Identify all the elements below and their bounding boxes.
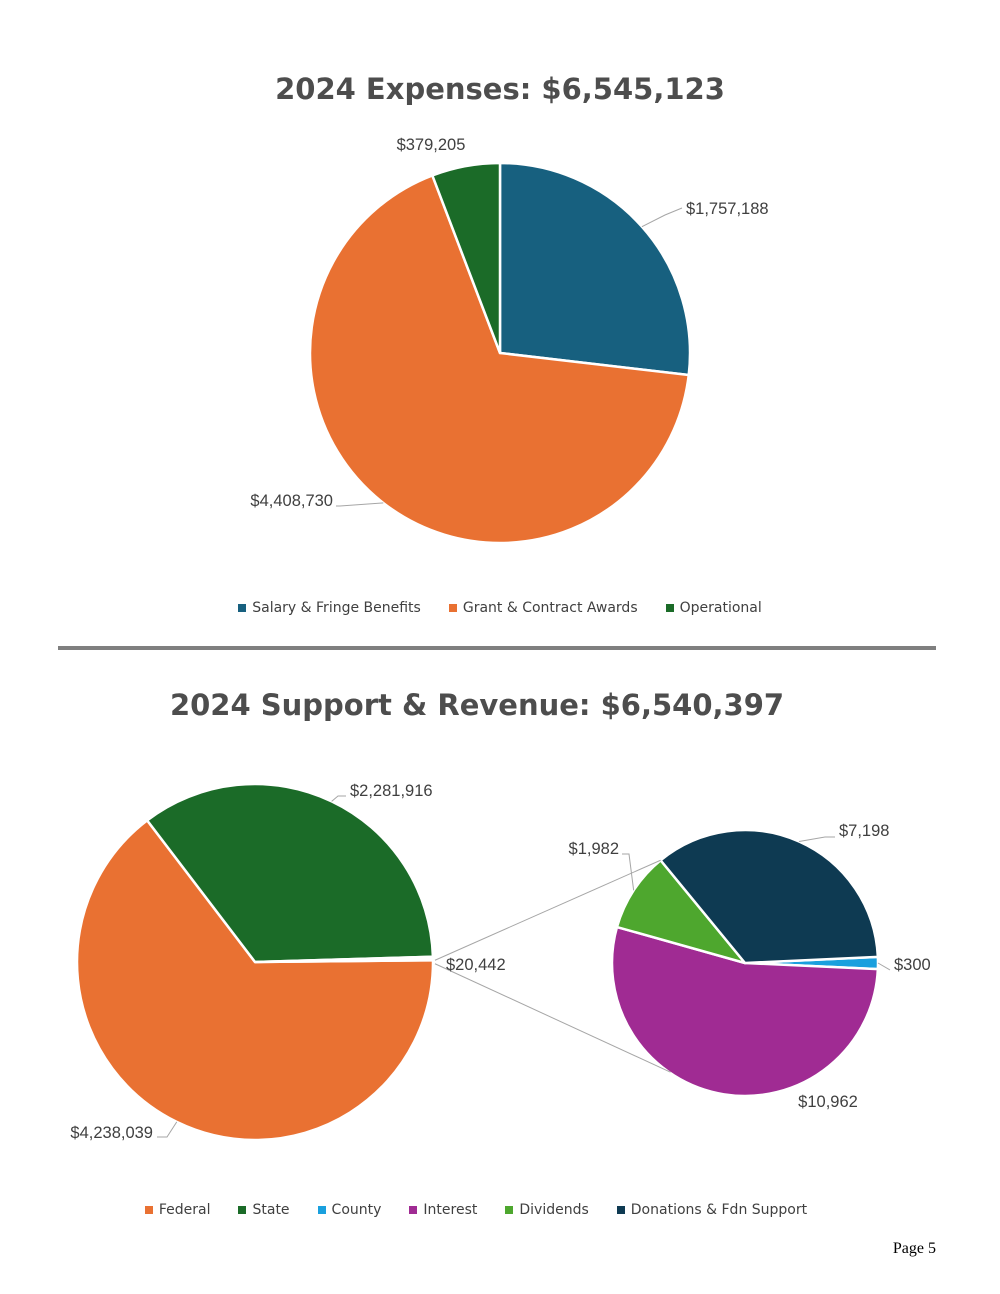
revenue-chart-title: 2024 Support & Revenue: $6,540,397 bbox=[169, 688, 785, 722]
legend-label: Federal bbox=[158, 1202, 211, 1218]
leader-line bbox=[157, 1121, 178, 1138]
legend-swatch bbox=[409, 1206, 418, 1214]
legend-swatch bbox=[665, 604, 674, 612]
leader-line bbox=[798, 836, 835, 842]
data-label: $20,442 bbox=[446, 956, 506, 974]
legend-swatch bbox=[317, 1206, 326, 1214]
leader-line bbox=[622, 853, 635, 891]
data-label: $1,982 bbox=[569, 840, 619, 858]
slice-salary-fringe-benefits bbox=[498, 161, 692, 377]
legend-swatch bbox=[616, 1206, 625, 1214]
leader-line bbox=[331, 795, 346, 802]
data-label: $2,281,916 bbox=[350, 782, 433, 800]
legend-label: Grant & Contract Awards bbox=[462, 600, 638, 616]
legend-item-interest: Interest bbox=[409, 1202, 477, 1218]
data-label: $7,198 bbox=[839, 822, 889, 840]
legend-item-dividends: Dividends bbox=[505, 1202, 589, 1218]
slice-interest bbox=[610, 925, 880, 1098]
data-label: $300 bbox=[894, 956, 931, 974]
legend-swatch bbox=[505, 1206, 514, 1214]
data-label: $1,757,188 bbox=[686, 200, 769, 218]
slice-donations-fdn-support bbox=[659, 828, 880, 965]
legend-item-grant-contract-awards: Grant & Contract Awards bbox=[448, 600, 638, 616]
legend-item-salary-fringe-benefits: Salary & Fringe Benefits bbox=[238, 600, 421, 616]
legend-label: Salary & Fringe Benefits bbox=[252, 600, 421, 616]
revenue-legend: Federal State County Interest Dividends Donat… bbox=[0, 1202, 976, 1218]
legend-label: Interest bbox=[423, 1202, 478, 1218]
data-label: $10,962 bbox=[798, 1093, 858, 1111]
legend-swatch bbox=[144, 1206, 153, 1214]
legend-label: County bbox=[331, 1202, 382, 1218]
legend-label: Dividends bbox=[519, 1202, 589, 1218]
connector-line bbox=[434, 963, 671, 1073]
expenses-chart-title: 2024 Expenses: $6,545,123 bbox=[275, 72, 725, 106]
legend-item-state: State bbox=[238, 1202, 290, 1218]
legend-item-county: County bbox=[317, 1202, 382, 1218]
leader-line bbox=[877, 962, 891, 971]
legend-label: State bbox=[252, 1202, 290, 1218]
slice-operational bbox=[431, 161, 502, 355]
page-number: Page 5 bbox=[892, 1240, 936, 1257]
legend-label: Donations & Fdn Support bbox=[630, 1202, 808, 1218]
legend-item-donations-fdn-support: Donations & Fdn Support bbox=[616, 1202, 808, 1218]
connector-line bbox=[434, 859, 661, 961]
legend-label: Operational bbox=[679, 600, 762, 616]
leader-line bbox=[336, 502, 384, 507]
slice-other bbox=[253, 955, 435, 964]
legend-item-federal: Federal bbox=[144, 1202, 211, 1218]
section-divider bbox=[58, 646, 936, 650]
legend-swatch bbox=[448, 604, 457, 612]
expenses-legend: Salary & Fringe Benefits Grant & Contract… bbox=[0, 600, 1000, 616]
slice-grant-contract-awards bbox=[308, 174, 690, 545]
data-label: $379,205 bbox=[397, 136, 466, 154]
leader-line bbox=[641, 207, 683, 228]
legend-swatch bbox=[238, 604, 247, 612]
data-label: $4,238,039 bbox=[70, 1124, 153, 1142]
data-label: $4,408,730 bbox=[250, 492, 333, 510]
legend-swatch bbox=[238, 1206, 247, 1214]
legend-item-operational: Operational bbox=[665, 600, 762, 616]
